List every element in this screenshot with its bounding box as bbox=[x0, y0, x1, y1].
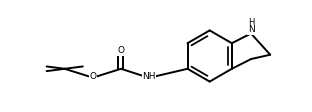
Text: O: O bbox=[118, 46, 124, 55]
Text: N: N bbox=[248, 25, 254, 34]
Text: NH: NH bbox=[142, 72, 156, 81]
Text: H: H bbox=[248, 18, 255, 27]
Text: O: O bbox=[89, 72, 96, 81]
